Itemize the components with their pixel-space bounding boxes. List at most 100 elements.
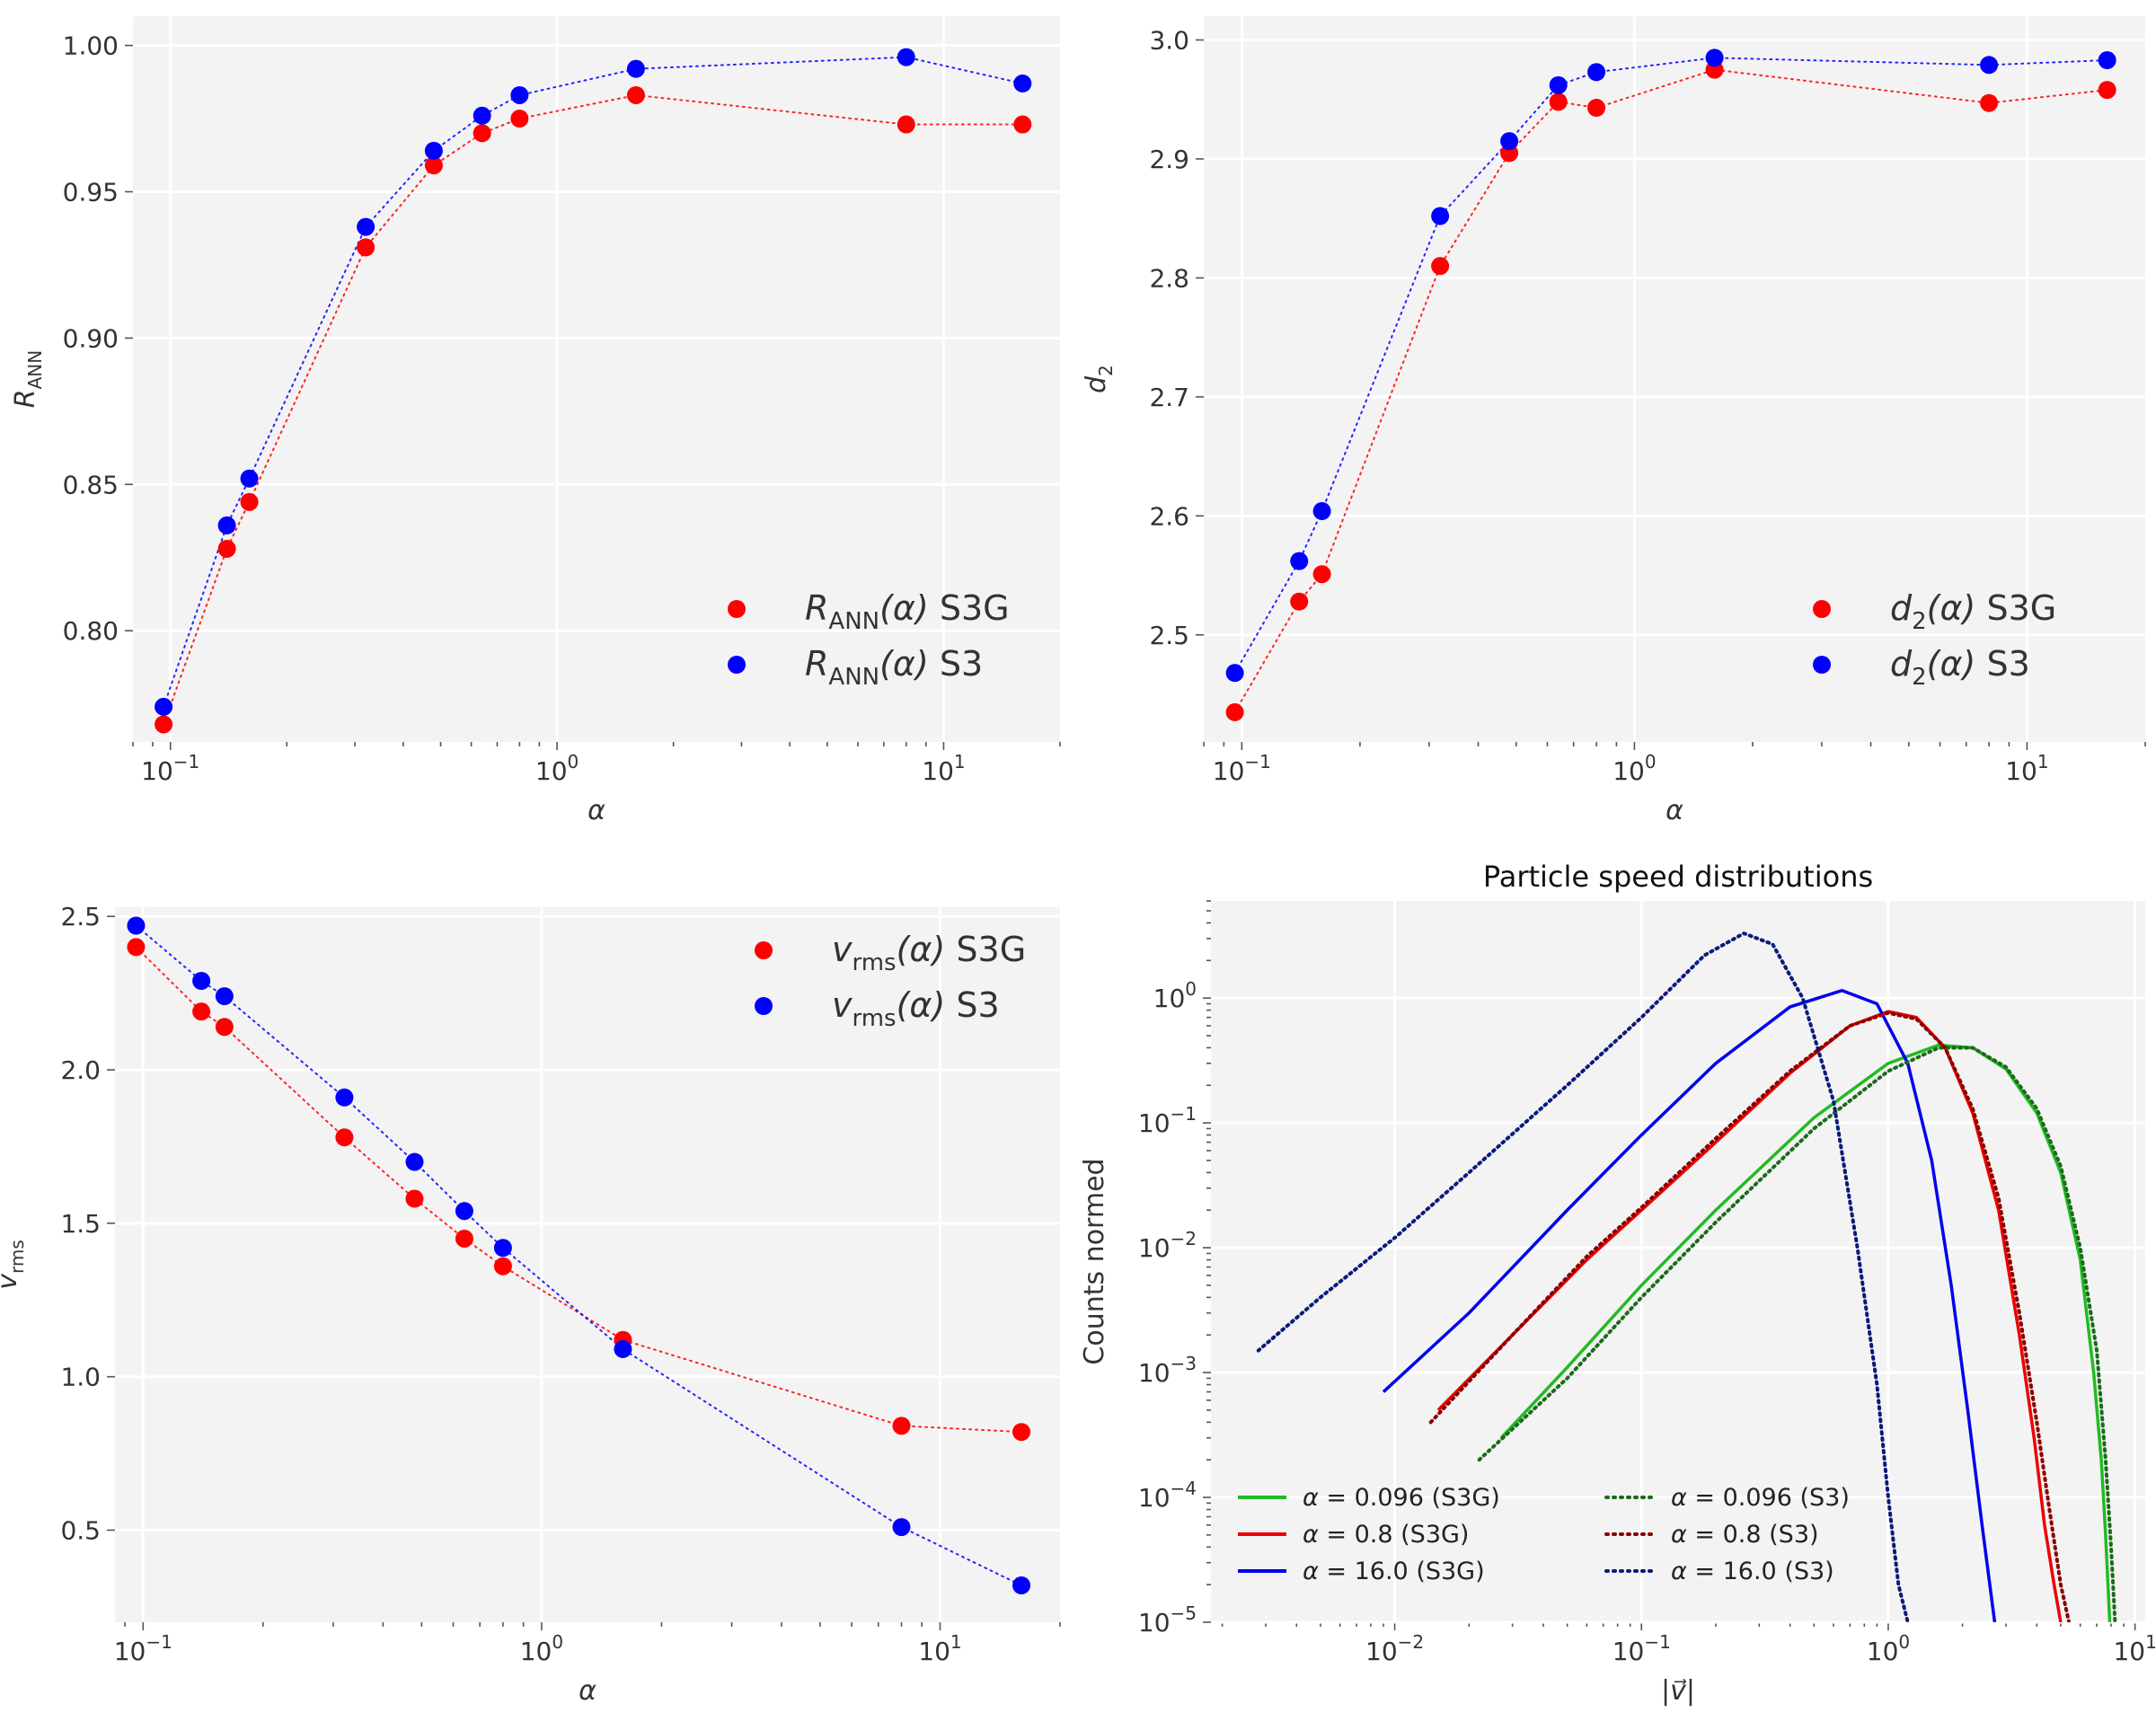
legend-equals: =: [1687, 1484, 1723, 1512]
series-line: [1436, 1010, 2063, 1622]
data-point: [1013, 115, 1032, 134]
y-tick-base: 10: [1138, 1358, 1171, 1388]
y-tick-base: 10: [1138, 1483, 1171, 1513]
data-point: [424, 156, 443, 175]
x-tick-exponent: −1: [1244, 751, 1270, 772]
x-tick-label: 100: [520, 1631, 563, 1666]
x-tick-base: 10: [1365, 1637, 1398, 1666]
y-tick-label: 1.5: [60, 1209, 101, 1239]
legend-equals: =: [1319, 1521, 1355, 1549]
x-tick-base: 10: [918, 1637, 950, 1666]
data-point: [455, 1202, 473, 1221]
legend-alpha: α: [1303, 1484, 1319, 1512]
data-point: [1312, 565, 1331, 584]
legend-symbol: v: [832, 985, 853, 1025]
legend-value: 16.0: [1723, 1558, 1777, 1585]
data-point: [2098, 81, 2116, 100]
legend-argument: (α): [1927, 588, 1976, 628]
x-tick-label: 100: [1613, 751, 1656, 786]
series-line: [1428, 1011, 2072, 1622]
data-point: [217, 539, 236, 558]
data-point: [1431, 207, 1450, 225]
y-tick-label: 100: [1153, 978, 1197, 1013]
legend-equals: =: [1687, 1558, 1723, 1585]
y-tick-label: 2.9: [1149, 145, 1189, 174]
x-tick-exponent: 1: [2037, 751, 2049, 772]
legend-symbol: R: [805, 588, 828, 628]
x-tick-base: 10: [520, 1637, 552, 1666]
data-point: [493, 1257, 512, 1275]
legend-subscript: rms: [853, 1005, 897, 1032]
y-tick-label: 0.80: [63, 616, 119, 646]
x-tick-label: 101: [922, 751, 965, 786]
legend-subscript: 2: [1912, 608, 1927, 635]
x-tick-base: 10: [922, 756, 954, 786]
legend-equals: =: [1319, 1484, 1355, 1512]
y-tick-exponent: −3: [1171, 1353, 1197, 1374]
x-tick-base: 10: [1213, 756, 1245, 786]
y-axis-label: Counts normed: [1079, 1158, 1110, 1364]
legend-subscript: ANN: [828, 664, 879, 691]
data-point: [1980, 93, 1999, 112]
x-axis-label: α: [1666, 795, 1683, 826]
y-label-subscript: rms: [6, 1240, 28, 1274]
legend-entry: RANN(α) S3: [805, 644, 983, 691]
x-tick-label: 100: [1867, 1631, 1910, 1666]
y-tick-exponent: 0: [1185, 978, 1197, 1000]
x-tick-exponent: −1: [146, 1631, 172, 1653]
data-point: [1012, 1576, 1031, 1595]
data-point: [2098, 51, 2116, 70]
series-line: [1233, 68, 2108, 713]
legend-tag: (S3G): [1409, 1558, 1485, 1585]
x-tick-exponent: 0: [1645, 751, 1657, 772]
x-tick-base: 10: [2113, 1637, 2145, 1666]
x-tick-label: 10−1: [141, 751, 199, 786]
legend-equals: =: [1687, 1521, 1723, 1549]
legend-entry: vrms(α) S3: [832, 985, 1000, 1032]
y-tick-label: 2.5: [60, 902, 101, 931]
data-point: [335, 1128, 354, 1147]
legend-value: 16.0: [1355, 1558, 1409, 1585]
plot-area: [115, 907, 1060, 1622]
x-tick-label: 10−1: [1213, 751, 1271, 786]
y-label-subscript: 2: [1095, 365, 1117, 376]
y-tick-label: 2.7: [1149, 383, 1189, 412]
legend-subscript: rms: [853, 949, 897, 976]
legend-entry: α = 0.8 (S3G): [1303, 1521, 1469, 1549]
x-tick-exponent: 1: [2145, 1631, 2156, 1653]
legend-value: 0.096: [1355, 1484, 1424, 1512]
x-tick-exponent: 0: [552, 1631, 563, 1653]
legend-entry: α = 0.096 (S3G): [1303, 1484, 1500, 1512]
y-label-symbol: v: [0, 1273, 23, 1290]
y-tick-label: 0.5: [60, 1516, 101, 1546]
series-line: [135, 946, 1023, 1434]
y-tick-label: 0.85: [63, 470, 119, 499]
x-tick-label: 10−1: [1613, 1631, 1671, 1666]
x-tick-label: 101: [918, 1631, 961, 1666]
x-tick-label: 100: [535, 751, 579, 786]
legend-marker: [1813, 656, 1831, 674]
data-point: [1012, 1423, 1031, 1442]
legend-entry: d2(α) S3: [1890, 644, 2030, 691]
data-point: [424, 141, 443, 160]
data-point: [626, 59, 645, 78]
data-point: [357, 238, 376, 257]
legend-argument: (α): [1927, 644, 1976, 684]
legend-marker: [728, 656, 746, 674]
y-tick-label: 10−4: [1138, 1478, 1197, 1513]
legend-tag: (S3G): [1424, 1484, 1500, 1512]
chart-title: Particle speed distributions: [1483, 860, 1873, 894]
legend-argument: (α): [897, 930, 946, 969]
y-tick-exponent: −2: [1171, 1228, 1197, 1249]
x-axis-label: α: [588, 795, 605, 826]
data-point: [1290, 552, 1309, 570]
y-axis-label: d2: [1081, 365, 1117, 393]
data-point: [510, 85, 529, 104]
legend-argument: (α): [879, 588, 929, 628]
x-tick-label: 101: [2113, 1631, 2156, 1666]
legend-symbol: d: [1890, 644, 1913, 684]
legend-symbol: d: [1890, 588, 1913, 628]
legend-alpha: α: [1303, 1558, 1319, 1585]
y-label-subscript: ANN: [24, 350, 46, 390]
